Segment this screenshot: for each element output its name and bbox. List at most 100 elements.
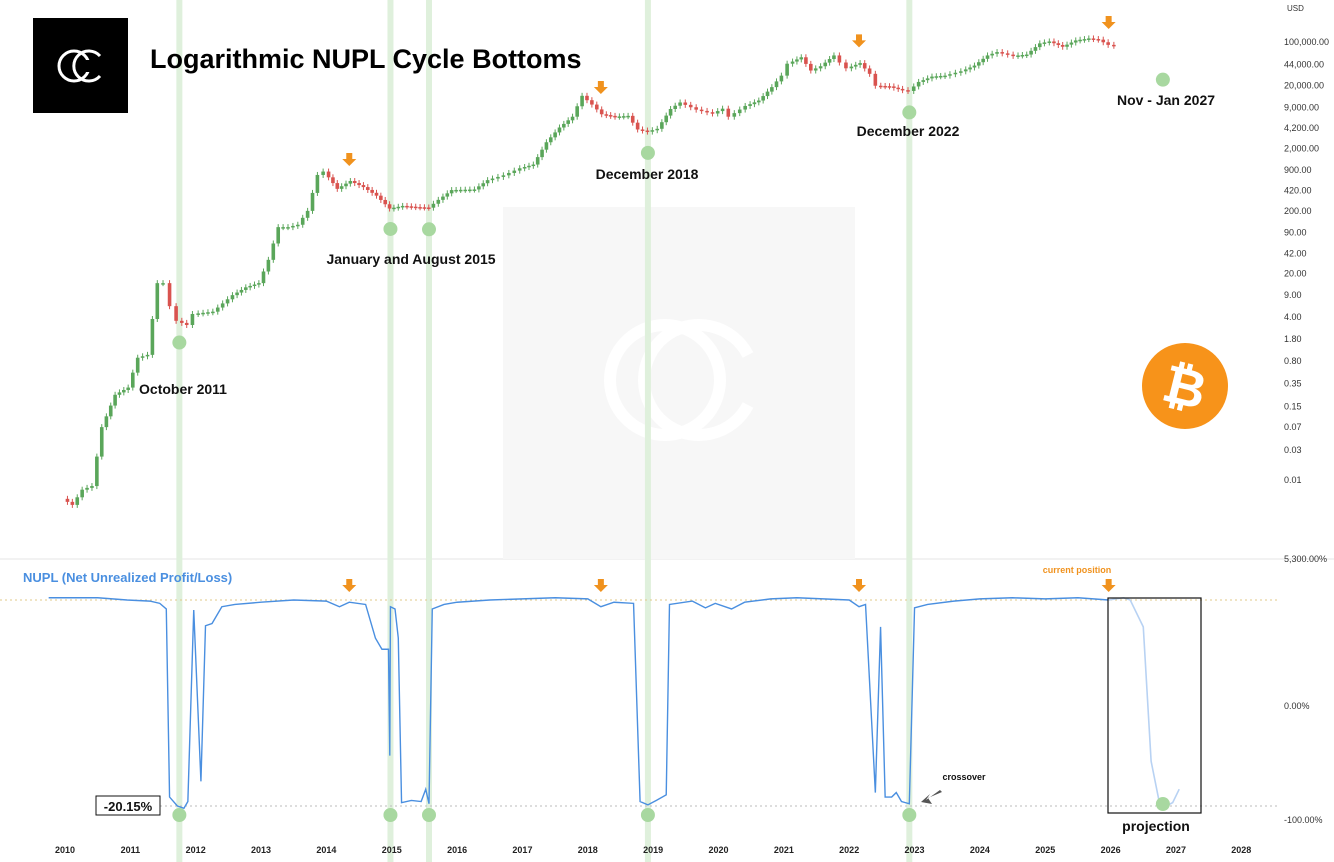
candle-down [357,183,361,186]
x-tick-label: 2021 [774,845,794,855]
candle-down [844,62,848,69]
candle-down [892,86,896,88]
candle-down [1052,41,1056,44]
candle-up [531,164,536,167]
candle-up [748,104,752,106]
nupl-panel-title: NUPL (Net Unrealized Profit/Loss) [23,570,232,585]
candle-down [699,109,704,112]
bitcoin-icon: ₿ [1142,343,1228,429]
price-tick-label: 100,000.00 [1284,37,1329,47]
candle-down [1091,38,1096,40]
candle-up [715,111,720,114]
nupl-bottom-marker [172,808,187,822]
cycle-band-0 [176,0,183,862]
candle-up [454,189,458,192]
candle-up [276,227,281,244]
candle-down [1000,52,1005,54]
candle-up [108,405,113,417]
candle-up [490,178,495,181]
candle-down [887,86,892,88]
candle-up [196,313,200,315]
candle-down [873,73,878,86]
candle-up [75,497,80,505]
candle-up [291,225,295,228]
price-bottom-marker [383,221,398,236]
candle-down [383,199,388,205]
price-tick-label: 90.00 [1284,228,1307,238]
candle-up [441,196,445,200]
price-tick-label: 42.00 [1284,248,1307,258]
candle-up [1065,44,1069,47]
annotation-dec-2022: December 2022 [856,123,960,139]
x-tick-label: 2025 [1035,845,1055,855]
candle-up [80,489,84,498]
candle-up [981,58,985,63]
candle-up [266,259,271,272]
price-bottom-marker [172,335,187,350]
candle-up [211,311,215,314]
candle-up [916,81,921,87]
candle-down [352,181,357,184]
candle-up [501,175,506,177]
candle-down [1096,39,1101,41]
brand-logo [33,18,128,113]
candle-up [155,283,160,319]
candle-up [517,168,522,171]
candle-up [201,312,205,315]
price-bottom-marker [902,105,917,120]
candle-down [422,207,427,209]
candle-up [230,295,235,300]
price-bottom-marker [421,222,436,237]
candle-down [418,207,422,209]
nupl-top-arrow [852,579,867,592]
candle-up [813,68,818,71]
candle-up [344,183,348,187]
candle-up [85,487,89,490]
candle-up [544,142,549,150]
candle-up [305,210,310,218]
candle-up [827,59,832,63]
nupl-line [48,597,1109,810]
candle-up [477,186,481,190]
candle-up [315,174,320,193]
candle-down [585,95,589,101]
candle-up [562,123,566,128]
candle-up [140,356,145,358]
candle-up [756,100,761,103]
candle-up [823,62,828,67]
candle-up [1038,43,1042,48]
candle-down [862,63,867,69]
x-tick-label: 2026 [1101,845,1121,855]
candle-up [1087,38,1091,40]
candle-up [617,116,622,118]
candle-up [235,292,239,296]
candle-up [921,80,926,82]
nupl-top-arrow [342,579,357,592]
candle-up [1078,39,1082,42]
candle-up [720,108,725,112]
candle-down [405,205,409,208]
candle-up [271,243,276,260]
price-tick-label: 44,000.00 [1284,59,1324,69]
candle-up [348,181,353,184]
candle-up [752,102,757,105]
candle-up [938,75,943,78]
candle-down [374,192,379,196]
price-tick-label: 9,000.00 [1284,102,1319,112]
candle-up [540,149,544,158]
candle-up [972,65,977,68]
candle-down [608,115,613,117]
candle-up [220,303,225,308]
candle-down [1101,39,1106,43]
candle-up [668,108,673,116]
candle-up [626,115,630,118]
nupl-bottom-marker [1155,797,1170,811]
candle-up [244,287,248,290]
nupl-bottom-marker [902,808,917,822]
candle-up [732,113,737,117]
candle-up [650,130,655,132]
candle-down [594,104,599,110]
candle-up [1069,42,1074,45]
candle-down [694,107,698,110]
candle-up [1020,54,1025,57]
